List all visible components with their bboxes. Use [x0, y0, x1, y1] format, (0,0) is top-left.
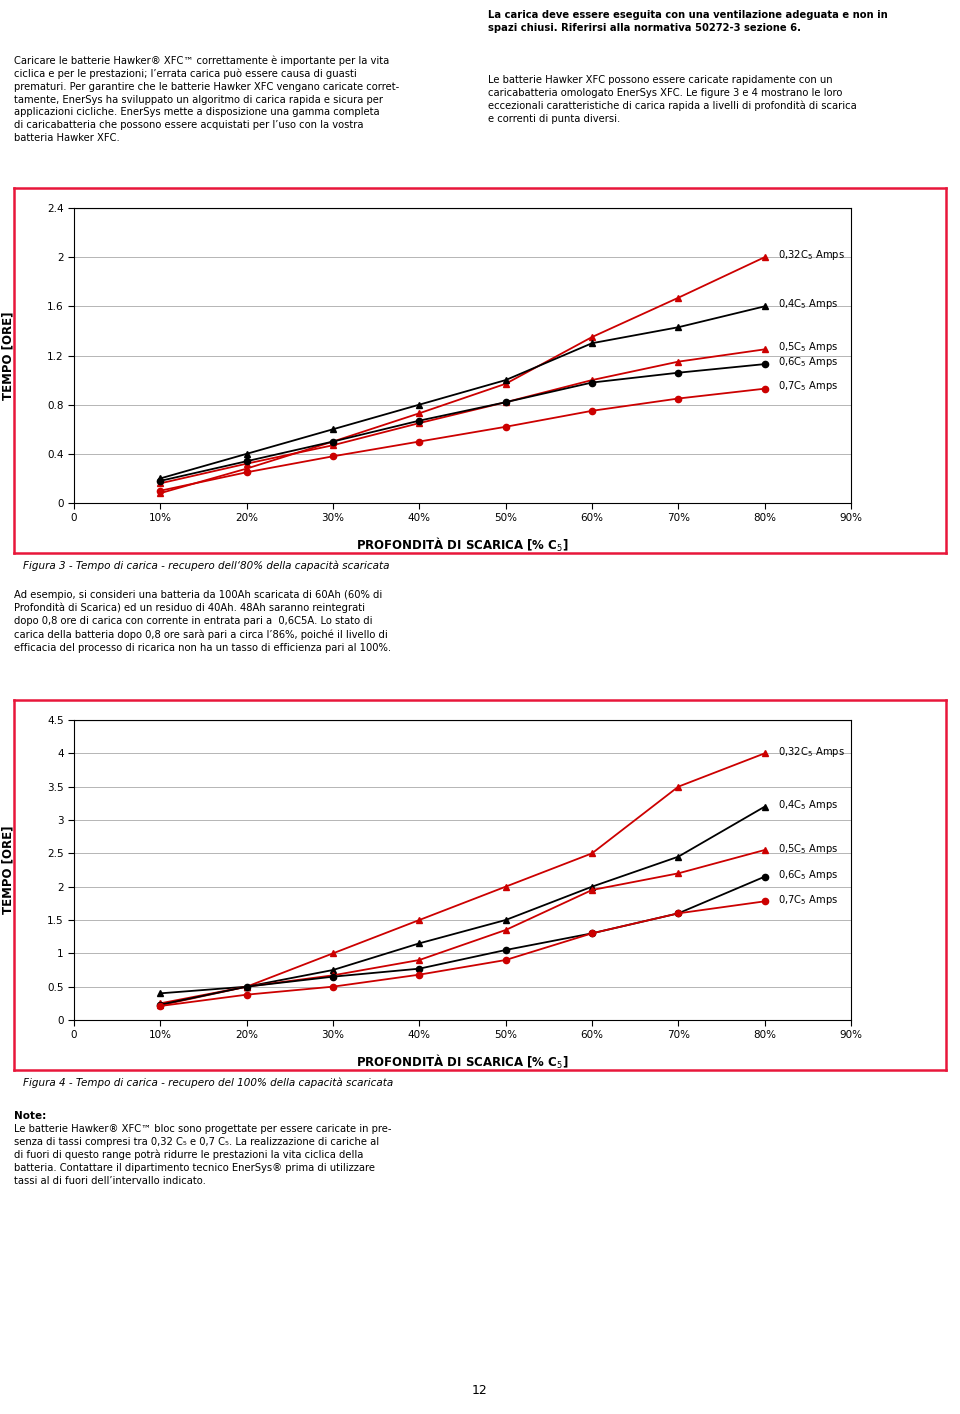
Text: 0,6C$_5$ Amps: 0,6C$_5$ Amps: [778, 868, 838, 882]
Text: Caricare le batterie Hawker® XFC™ correttamente è importante per la vita
ciclica: Caricare le batterie Hawker® XFC™ corret…: [14, 55, 399, 143]
Text: 0,5C$_5$ Amps: 0,5C$_5$ Amps: [778, 841, 838, 855]
Text: CARICA: CARICA: [21, 16, 90, 33]
Text: Note:: Note:: [14, 1111, 46, 1121]
Text: TEMPO [ORE]: TEMPO [ORE]: [2, 311, 14, 400]
Text: 0,32C$_5$ Amps: 0,32C$_5$ Amps: [778, 247, 845, 262]
Text: Figura 4 - Tempo di carica - recupero del 100% della capacità scaricata: Figura 4 - Tempo di carica - recupero de…: [23, 1077, 394, 1089]
Text: 0,7C$_5$ Amps: 0,7C$_5$ Amps: [778, 379, 838, 393]
Text: 0,4C$_5$ Amps: 0,4C$_5$ Amps: [778, 799, 838, 812]
Text: 0,7C$_5$ Amps: 0,7C$_5$ Amps: [778, 894, 838, 906]
Text: 0,5C$_5$ Amps: 0,5C$_5$ Amps: [778, 339, 838, 354]
Text: 0,4C$_5$ Amps: 0,4C$_5$ Amps: [778, 297, 838, 311]
Text: La carica deve essere eseguita con una ventilazione adeguata e non in
spazi chiu: La carica deve essere eseguita con una v…: [488, 10, 888, 33]
Text: 0,6C$_5$ Amps: 0,6C$_5$ Amps: [778, 355, 838, 369]
Text: PROFONDITÀ DI SCARICA [% C$_5$]: PROFONDITÀ DI SCARICA [% C$_5$]: [356, 1053, 568, 1070]
Text: Ad esempio, si consideri una batteria da 100Ah scaricata di 60Ah (60% di
Profond: Ad esempio, si consideri una batteria da…: [14, 590, 391, 652]
Text: 12: 12: [472, 1384, 488, 1397]
Text: TEMPO [ORE]: TEMPO [ORE]: [2, 826, 14, 915]
Text: Le batterie Hawker XFC possono essere caricate rapidamente con un
caricabatteria: Le batterie Hawker XFC possono essere ca…: [488, 75, 856, 124]
Text: PROFONDITÀ DI SCARICA [% C$_5$]: PROFONDITÀ DI SCARICA [% C$_5$]: [356, 536, 568, 553]
Text: 0,32C$_5$ Amps: 0,32C$_5$ Amps: [778, 745, 845, 759]
Text: Le batterie Hawker® XFC™ bloc sono progettate per essere caricate in pre-
senza : Le batterie Hawker® XFC™ bloc sono proge…: [14, 1124, 392, 1186]
Text: Figura 3 - Tempo di carica - recupero dell‘80% della capacità scaricata: Figura 3 - Tempo di carica - recupero de…: [23, 561, 390, 571]
